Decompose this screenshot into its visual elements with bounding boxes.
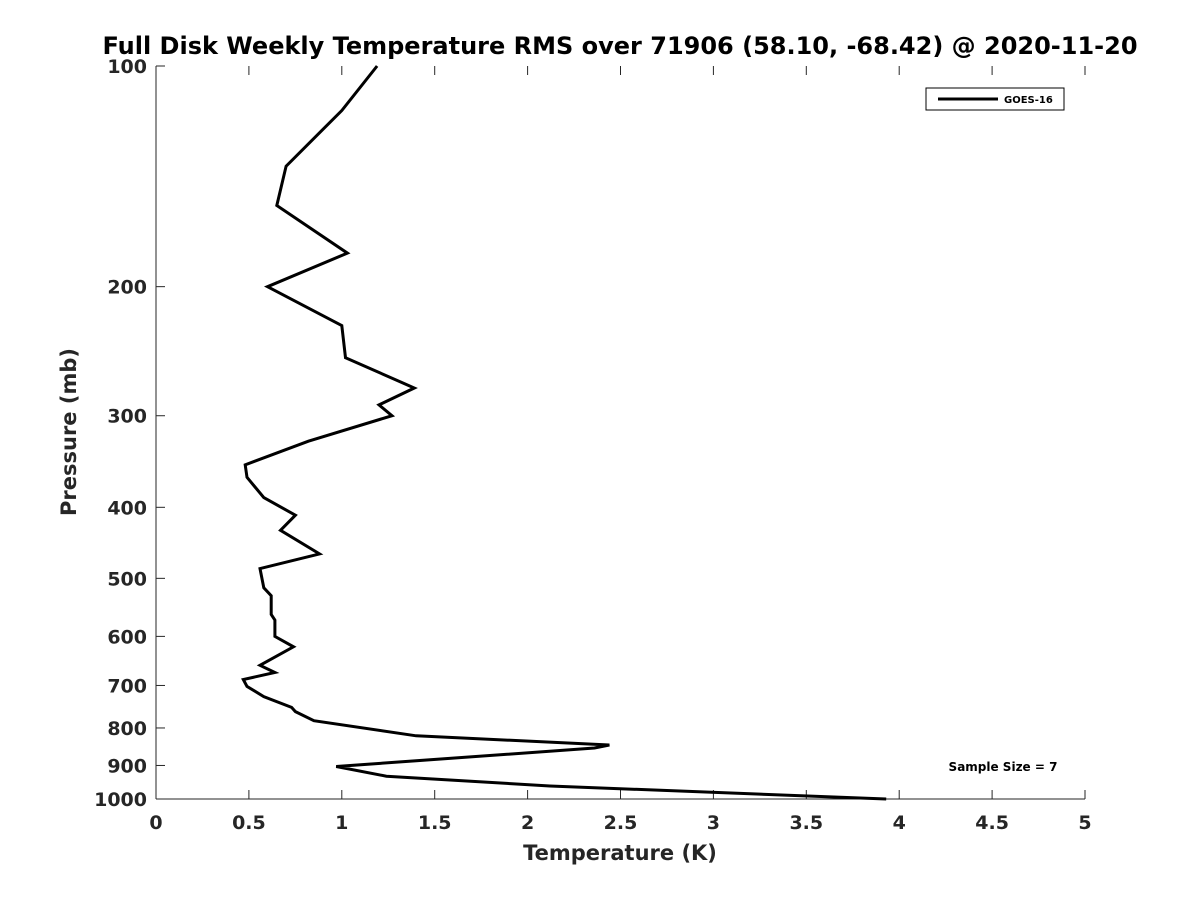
x-axis-ticks: 0 0.5 1 1.5 2 2.5 3 3.5 4 4.5 5 bbox=[149, 66, 1092, 834]
y-tick-label: 400 bbox=[107, 497, 147, 519]
x-tick-label: 3.5 bbox=[789, 812, 823, 834]
y-tick-label: 200 bbox=[107, 277, 147, 299]
y-axis-ticks: 100 200 300 400 500 600 700 800 900 1000 bbox=[94, 56, 165, 811]
y-axis-label: Pressure (mb) bbox=[57, 348, 81, 516]
series-line-goes-16 bbox=[241, 65, 887, 801]
plot-area-background bbox=[156, 66, 1085, 799]
x-tick-label: 5 bbox=[1078, 812, 1091, 834]
sample-size-annotation: Sample Size = 7 bbox=[949, 760, 1058, 774]
y-tick-label: 800 bbox=[107, 718, 147, 740]
legend: GOES-16 bbox=[925, 87, 1065, 111]
legend-label-goes-16: GOES-16 bbox=[1004, 95, 1053, 106]
x-tick-label: 2.5 bbox=[604, 812, 638, 834]
y-tick-label: 300 bbox=[107, 406, 147, 428]
x-axis-label: Temperature (K) bbox=[523, 841, 717, 865]
plot-area: 0 0.5 1 1.5 2 2.5 3 3.5 4 4.5 5 100 200 300 400 500 600… bbox=[94, 56, 1092, 834]
x-tick-label: 4 bbox=[893, 812, 906, 834]
x-tick-label: 3 bbox=[707, 812, 720, 834]
x-tick-label: 1 bbox=[335, 812, 348, 834]
y-tick-label: 100 bbox=[107, 56, 147, 78]
chart-title: Full Disk Weekly Temperature RMS over 71… bbox=[102, 32, 1137, 60]
y-tick-label: 700 bbox=[107, 675, 147, 697]
x-tick-label: 4.5 bbox=[975, 812, 1009, 834]
x-tick-label: 1.5 bbox=[418, 812, 452, 834]
y-tick-label: 500 bbox=[107, 568, 147, 590]
x-tick-label: 0 bbox=[149, 812, 162, 834]
y-tick-label: 600 bbox=[107, 626, 147, 648]
y-tick-label: 900 bbox=[107, 755, 147, 777]
x-tick-label: 0.5 bbox=[232, 812, 266, 834]
x-tick-label: 2 bbox=[521, 812, 534, 834]
y-tick-label: 1000 bbox=[94, 789, 147, 811]
